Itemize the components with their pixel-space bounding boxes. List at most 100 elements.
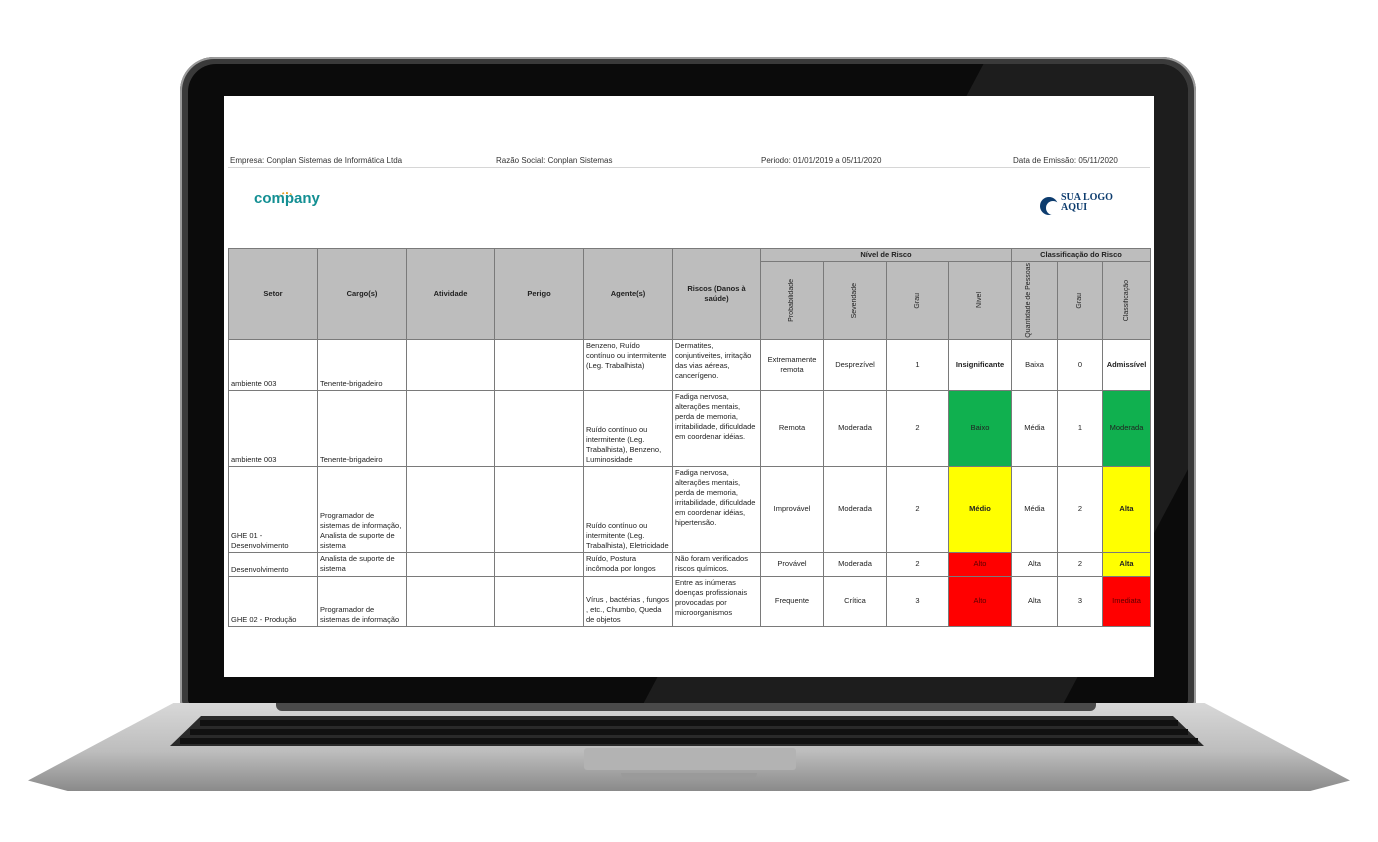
cell-severidade: Crítica <box>823 575 887 627</box>
cell-grau-classificacao: 2 <box>1057 465 1103 553</box>
cell-cargo: Programador de sistemas de informação <box>317 575 407 627</box>
cell-grau-classificacao: 1 <box>1057 389 1103 467</box>
header-nivel-de-risco: Nível de Risco <box>760 248 1012 262</box>
cell-riscos: Não foram verificados riscos químicos. <box>672 551 761 577</box>
data-emissao-label: Data de Emissão: 05/11/2020 <box>1013 156 1118 165</box>
cell-perigo <box>494 338 584 391</box>
keyboard-row <box>180 738 1198 744</box>
cell-severidade: Desprezível <box>823 338 887 391</box>
laptop-screen: Empresa: Conplan Sistemas de Informática… <box>224 96 1154 677</box>
cell-riscos: Fadiga nervosa, alterações mentais, perd… <box>672 465 761 553</box>
cell-probabilidade: Provável <box>760 551 824 577</box>
cell-setor: ambiente 003 <box>228 389 318 467</box>
cell-riscos: Fadiga nervosa, alterações mentais, perd… <box>672 389 761 467</box>
risk-table: Setor Cargo(s) Atividade Perigo Agente(s… <box>228 248 1151 627</box>
cell-severidade: Moderada <box>823 465 887 553</box>
keyboard-row <box>200 720 1178 726</box>
table-row: ambiente 003 Tenente-brigadeiro Ruído co… <box>228 389 1151 467</box>
laptop-hinge <box>276 703 1096 711</box>
cell-cargo: Tenente-brigadeiro <box>317 389 407 467</box>
cell-classificacao: Alta <box>1102 465 1151 553</box>
keyboard-row <box>190 729 1188 735</box>
cell-atividade <box>406 551 495 577</box>
header-cargos: Cargo(s) <box>317 248 407 340</box>
cell-agentes: Ruído contínuo ou intermitente (Leg. Tra… <box>583 389 673 467</box>
header-severidade: Severidade <box>851 282 858 319</box>
cell-grau-classificacao: 3 <box>1057 575 1103 627</box>
cell-classificacao: Moderada <box>1102 389 1151 467</box>
header-grau-classificacao: Grau <box>1076 292 1083 309</box>
header-nivel: Nível <box>976 292 983 309</box>
cell-riscos: Dermatites, conjuntiveites, irritação da… <box>672 338 761 391</box>
laptop-notch <box>621 773 757 779</box>
cell-probabilidade: Improvável <box>760 465 824 553</box>
cell-setor: ambiente 003 <box>228 338 318 391</box>
cell-nivel: Insignificante <box>948 338 1012 391</box>
cell-agentes: Ruído, Postura incômoda por longos <box>583 551 673 577</box>
table-row: GHE 01 - Desenvolvimento Programador de … <box>228 465 1151 553</box>
cell-quantidade: Média <box>1011 389 1058 467</box>
cell-atividade <box>406 575 495 627</box>
cell-classificacao: Imediata <box>1102 575 1151 627</box>
cell-severidade: Moderada <box>823 389 887 467</box>
cell-nivel: Alto <box>948 551 1012 577</box>
cell-grau: 2 <box>886 465 949 553</box>
sua-logo-line2: AQUI <box>1061 202 1088 213</box>
cell-grau-classificacao: 2 <box>1057 551 1103 577</box>
cell-probabilidade: Frequente <box>760 575 824 627</box>
razao-social-label: Razão Social: Conplan Sistemas <box>496 156 613 165</box>
cell-grau: 3 <box>886 575 949 627</box>
cell-perigo <box>494 389 584 467</box>
cell-quantidade: Baixa <box>1011 338 1058 391</box>
cell-grau: 2 <box>886 389 949 467</box>
cell-perigo <box>494 465 584 553</box>
trackpad <box>584 748 796 770</box>
header-quantidade: Quantidade de Pessoas <box>1024 263 1032 338</box>
empresa-label: Empresa: Conplan Sistemas de Informática… <box>230 156 403 165</box>
table-row: Desenvolvimento Analista de suporte de s… <box>228 551 1151 577</box>
cell-cargo: Analista de suporte de sistema <box>317 551 407 577</box>
cell-perigo <box>494 551 584 577</box>
cell-nivel: Alto <box>948 575 1012 627</box>
cell-grau-classificacao: 0 <box>1057 338 1103 391</box>
cell-setor: GHE 02 - Produção <box>228 575 318 627</box>
cell-quantidade: Alta <box>1011 551 1058 577</box>
header-riscos: Riscos (Danos à saúde) <box>672 248 761 340</box>
cell-classificacao: Admissível <box>1102 338 1151 391</box>
periodo-label: Periodo: 01/01/2019 a 05/11/2020 <box>761 156 882 165</box>
header-divider <box>228 167 1150 168</box>
table-row: GHE 02 - Produção Programador de sistema… <box>228 575 1151 627</box>
header-agentes: Agente(s) <box>583 248 673 340</box>
cell-grau: 2 <box>886 551 949 577</box>
company-logo: company <box>254 190 320 207</box>
cell-cargo: Tenente-brigadeiro <box>317 338 407 391</box>
cell-agentes: Ruído contínuo ou intermitente (Leg. Tra… <box>583 465 673 553</box>
cell-quantidade: Alta <box>1011 575 1058 627</box>
cell-cargo: Programador de sistemas de informação, A… <box>317 465 407 553</box>
cell-severidade: Moderada <box>823 551 887 577</box>
header-setor: Setor <box>228 248 318 340</box>
company-logo-arc-icon <box>279 192 293 201</box>
cell-probabilidade: Remota <box>760 389 824 467</box>
header-atividade: Atividade <box>406 248 495 340</box>
cell-nivel: Médio <box>948 465 1012 553</box>
header-probabilidade: Probabilidade <box>788 278 795 322</box>
cell-agentes: Benzeno, Ruído contínuo ou intermitente … <box>583 338 673 391</box>
sua-logo: SUA LOGO AQUI <box>1040 193 1130 221</box>
table-row: ambiente 003 Tenente-brigadeiro Benzeno,… <box>228 338 1151 391</box>
header-perigo: Perigo <box>494 248 584 340</box>
cell-grau: 1 <box>886 338 949 391</box>
header-grau: Grau <box>913 292 921 309</box>
cell-perigo <box>494 575 584 627</box>
cell-probabilidade: Extremamente remota <box>760 338 824 391</box>
cell-setor: Desenvolvimento <box>228 551 318 577</box>
cell-atividade <box>406 465 495 553</box>
cell-riscos: Entre as inúmeras doenças profissionais … <box>672 575 761 627</box>
header-classificacao-do-risco: Classificação do Risco <box>1011 248 1151 262</box>
cell-setor: GHE 01 - Desenvolvimento <box>228 465 318 553</box>
sua-logo-line1: SUA LOGO <box>1061 192 1113 203</box>
cell-atividade <box>406 389 495 467</box>
cell-classificacao: Alta <box>1102 551 1151 577</box>
header-classificacao: Classificação <box>1122 279 1130 321</box>
cell-nivel: Baixo <box>948 389 1012 467</box>
